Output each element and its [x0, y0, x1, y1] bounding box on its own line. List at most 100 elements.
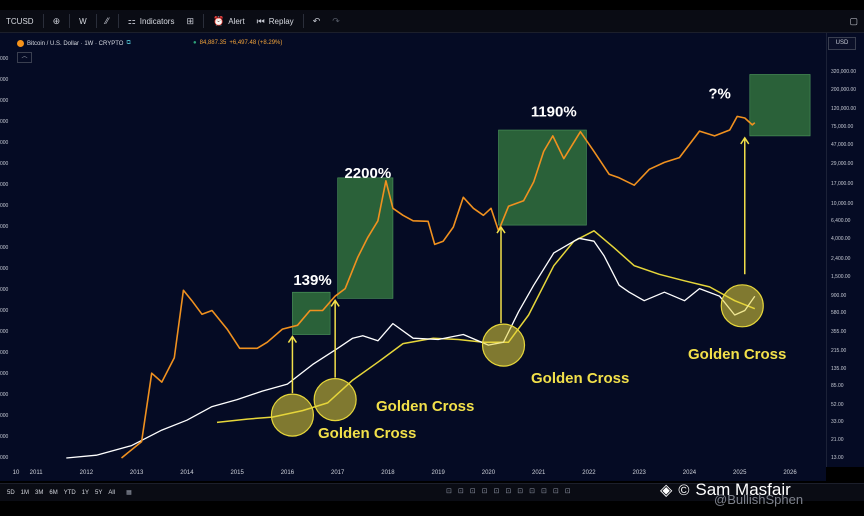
calendar-icon[interactable]: ▦	[126, 490, 132, 496]
layouts-button[interactable]: ⊞	[180, 10, 200, 32]
price-tick: 135.00	[831, 365, 847, 372]
time-axis[interactable]	[0, 467, 826, 481]
alarm-icon: ⏰	[213, 15, 225, 26]
tool-icon[interactable]: ⊡	[493, 488, 500, 495]
left-tick: 000	[0, 371, 9, 377]
indicators-label: Indicators	[139, 16, 175, 26]
price-axis[interactable]	[826, 33, 864, 467]
tool-icon[interactable]: ⊡	[505, 488, 512, 495]
price-tick: 21.00	[831, 436, 844, 443]
tool-icon[interactable]: ⊡	[564, 488, 571, 495]
tool-icon[interactable]: ⊡	[517, 488, 524, 495]
divider	[42, 14, 44, 28]
left-tick: 000	[0, 266, 9, 272]
year-tick: 2017	[330, 470, 345, 476]
left-tick: 000	[0, 245, 9, 251]
chart-type-button[interactable]: ⁄⁄	[100, 10, 115, 32]
exchange-icon: ⧉	[126, 40, 131, 46]
interval-button[interactable]: W	[73, 10, 93, 32]
collapse-legend-button[interactable]: ︿	[17, 52, 32, 63]
left-tick: 000	[0, 98, 9, 104]
left-tick: 000	[0, 434, 9, 440]
top-toolbar: TCUSD ⊕ W ⁄⁄ ⚏ Indicators ⊞ ⏰ Alert ⏮ Repla…	[0, 10, 864, 33]
year-tick: 2024	[682, 470, 697, 476]
window-icon: ▢	[849, 15, 858, 26]
year-tick: 2019	[431, 470, 445, 476]
diamond-logo-icon: ◈	[660, 482, 673, 499]
add-symbol-button[interactable]: ⊕	[47, 10, 67, 32]
year-tick: 2021	[532, 470, 546, 476]
timeframe-button[interactable]: 1Y	[81, 489, 90, 496]
watermark-handle: @BullishSphen	[714, 492, 804, 507]
interval-label: W	[79, 16, 87, 26]
year-tick: 2011	[29, 470, 43, 476]
price-tick: 85.00	[831, 383, 844, 390]
grid-icon: ⊞	[186, 15, 194, 26]
price-tick: 47,000.00	[831, 142, 854, 149]
left-tick: 000	[0, 287, 9, 293]
replay-button[interactable]: ⏮ Replay	[251, 10, 300, 32]
alert-button[interactable]: ⏰ Alert	[207, 10, 251, 32]
left-tick: 000	[0, 224, 9, 230]
timeframe-button[interactable]: 3M	[35, 489, 44, 496]
tool-icon[interactable]: ⊡	[481, 488, 488, 495]
bottom-toolbar: 5D 1M 3M 6M YTD 1Y 5Y All ▦	[0, 483, 864, 501]
left-tick: 000	[0, 77, 9, 83]
status-dot-icon: ●	[193, 40, 197, 46]
symbol-search[interactable]: TCUSD	[0, 10, 40, 32]
left-tick: 000	[0, 350, 9, 356]
tool-icon[interactable]: ⊡	[552, 488, 559, 495]
currency-selector[interactable]: USD	[828, 37, 856, 50]
price-tick: 52.00	[831, 402, 844, 409]
timeframe-button[interactable]: 6M	[49, 489, 58, 496]
tool-icon[interactable]: ⊡	[529, 488, 535, 495]
timeframe-button[interactable]: YTD	[63, 489, 76, 496]
divider	[203, 14, 204, 28]
price-tick: 2,400.00	[831, 255, 851, 262]
year-tick: 2015	[230, 470, 244, 476]
left-tick: 000	[0, 455, 9, 461]
price-tick: 355.00	[831, 328, 847, 335]
tool-icon[interactable]: ⊡	[457, 488, 464, 495]
replay-label: Replay	[268, 16, 294, 26]
year-tick: 2018	[381, 470, 395, 476]
timeframe-button[interactable]: All	[108, 489, 116, 496]
left-tick: 000	[0, 329, 9, 335]
bitcoin-icon	[17, 40, 24, 47]
price-tick: 13.00	[831, 455, 844, 461]
timeframe-button[interactable]: 5D	[7, 489, 15, 496]
left-tick: 000	[0, 140, 9, 146]
price-tick: 580.00	[831, 310, 847, 316]
left-tick: 000	[0, 182, 9, 188]
tool-icon[interactable]: ⊡	[469, 488, 476, 495]
fullscreen-button[interactable]: ▢	[843, 10, 864, 32]
timeframe-button[interactable]: 5Y	[95, 489, 103, 496]
price-tick: 900.00	[831, 293, 847, 300]
price-tick: 4,000.00	[831, 236, 851, 243]
indicators-button[interactable]: ⚏ Indicators	[122, 10, 181, 32]
year-tick: 2016	[280, 470, 295, 476]
undo-icon: ↶	[312, 15, 321, 26]
redo-button[interactable]: ↷	[326, 10, 346, 32]
line-chart-icon: ⁄⁄	[105, 16, 109, 26]
copyright-icon: ©	[678, 481, 690, 499]
undo-button[interactable]: ↶	[307, 10, 327, 32]
price-change: +6,497.48 (+8.29%)	[229, 40, 283, 46]
watermark: ◈ © Sam Masfair	[660, 480, 791, 500]
timeframe-button[interactable]: 1M	[20, 489, 30, 496]
price-tick: 33.00	[831, 419, 844, 426]
symbol-label: TCUSD	[6, 16, 34, 26]
left-tick: 000	[0, 56, 9, 62]
left-tick: 000	[0, 161, 9, 167]
price-tick: 75,000.00	[831, 124, 854, 131]
year-tick: 2025	[733, 470, 747, 476]
tool-icon[interactable]: ⊡	[446, 488, 452, 495]
chart-legend: Bitcoin / U.S. Dollar · 1W · CRYPTO ⧉	[17, 40, 131, 47]
tool-icon[interactable]: ⊡	[541, 488, 547, 495]
chart-area[interactable]	[0, 33, 826, 467]
price-tick: 120,000.00	[831, 106, 857, 113]
alert-label: Alert	[228, 16, 245, 26]
price-tick: 29,000.00	[831, 160, 854, 167]
year-tick: 10	[12, 470, 20, 476]
left-tick: 000	[0, 308, 9, 314]
